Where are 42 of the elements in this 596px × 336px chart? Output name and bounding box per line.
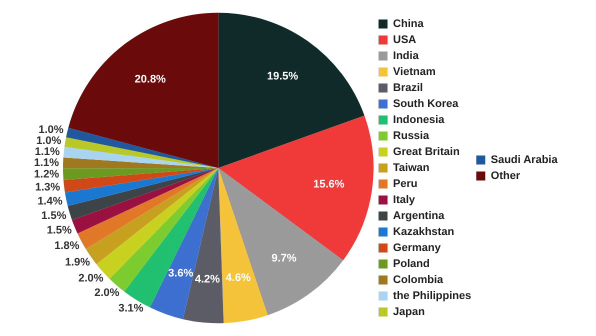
data-label: 1.5%: [41, 210, 67, 222]
legend-label: Kazakhstan: [393, 226, 454, 238]
legend-label: Germany: [393, 242, 442, 254]
legend-label: the Philippines: [393, 290, 472, 302]
legend-label: Other: [490, 170, 521, 182]
legend-label: Italy: [393, 194, 416, 206]
legend-label: Peru: [393, 178, 418, 190]
legend-label: Indonesia: [393, 114, 446, 126]
data-label: 1.9%: [64, 256, 90, 269]
data-label: 1.0%: [38, 124, 64, 136]
data-label: 19.5%: [267, 70, 298, 83]
legend-label: Colombia: [393, 274, 444, 286]
legend-label: China: [393, 18, 424, 30]
data-label: 15.6%: [313, 178, 345, 190]
legend-label: Saudi Arabia: [490, 154, 558, 166]
data-label: 4.6%: [226, 272, 251, 284]
legend-label: Vietnam: [393, 66, 436, 78]
data-label: 1.2%: [34, 168, 60, 181]
data-label: 1.4%: [37, 195, 63, 208]
data-label: 1.5%: [46, 224, 72, 237]
legend-label: USA: [393, 34, 416, 46]
data-label: 4.2%: [194, 273, 220, 286]
legend-label: Japan: [393, 306, 426, 318]
legend-label: Russia: [393, 130, 430, 142]
data-label: 1.0%: [36, 135, 62, 148]
legend-label: India: [393, 50, 420, 62]
legend-label: South Korea: [393, 98, 460, 110]
data-label: 9.7%: [271, 252, 297, 264]
data-label: 3.6%: [168, 267, 194, 280]
data-label: 1.3%: [35, 181, 60, 194]
data-label: 3.1%: [118, 302, 144, 315]
data-label: 1.1%: [34, 146, 60, 158]
data-label: 20.8%: [134, 73, 166, 86]
data-label: 2.0%: [78, 272, 104, 284]
data-label: 2.0%: [94, 286, 120, 299]
legend-label: Argentina: [393, 210, 446, 222]
legend-label: Poland: [393, 258, 430, 270]
legend-label: Brazil: [393, 82, 423, 94]
data-label: 1.8%: [54, 240, 80, 252]
data-label: 1.1%: [34, 157, 60, 170]
legend-label: Taiwan: [393, 162, 430, 174]
legend-label: Great Britain: [393, 146, 460, 158]
